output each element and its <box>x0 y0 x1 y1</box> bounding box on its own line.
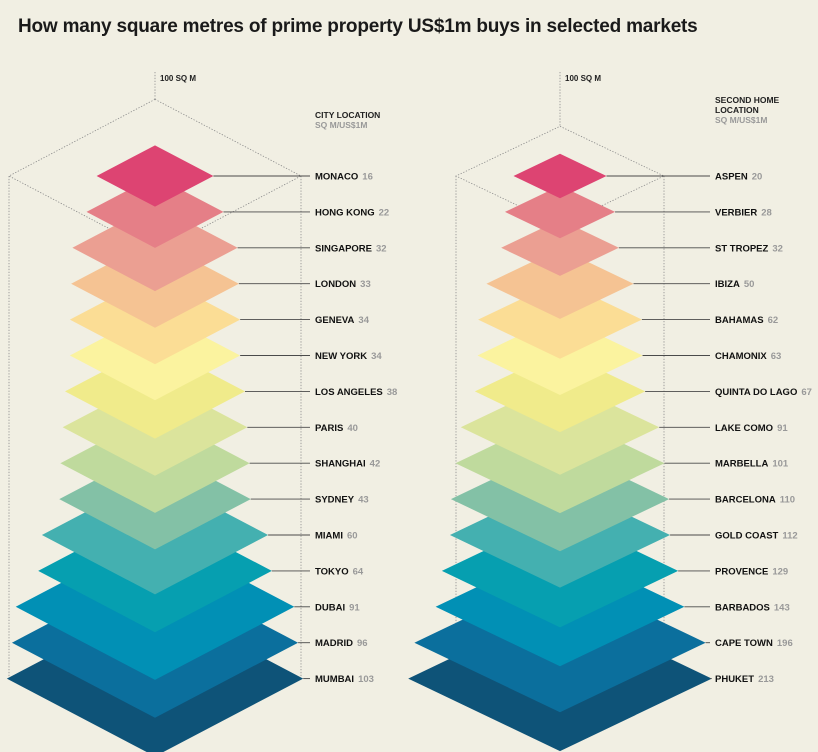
market-label: LAKE COMO 91 <box>715 423 788 434</box>
market-label: PROVENCE 129 <box>715 566 788 577</box>
market-label: NEW YORK 34 <box>315 351 382 362</box>
panel-unit: SQ M/US$1M <box>315 120 367 130</box>
market-label: HONG KONG 22 <box>315 207 389 218</box>
market-label: MUMBAI 103 <box>315 674 374 685</box>
layer-square <box>501 219 619 276</box>
panel-heading: LOCATION <box>715 105 759 115</box>
market-label: LONDON 33 <box>315 279 371 290</box>
market-label: MARBELLA 101 <box>715 459 789 470</box>
market-label: IBIZA 50 <box>715 279 754 290</box>
market-label: GOLD COAST 112 <box>715 531 798 542</box>
market-label: VERBIER 28 <box>715 207 772 218</box>
market-label: BAHAMAS 62 <box>715 315 778 326</box>
reference-label: 100 SQ M <box>565 74 601 83</box>
market-label: BARBADOS 143 <box>715 602 790 613</box>
market-label: ST TROPEZ 32 <box>715 243 783 254</box>
market-label: SINGAPORE 32 <box>315 243 387 254</box>
market-label: MIAMI 60 <box>315 531 358 542</box>
layer-square <box>86 175 224 248</box>
market-label: SYDNEY 43 <box>315 495 369 506</box>
market-label: PARIS 40 <box>315 423 358 434</box>
panel-unit: SQ M/US$1M <box>715 115 767 125</box>
panel-heading: CITY LOCATION <box>315 110 380 120</box>
market-label: SHANGHAI 42 <box>315 459 380 470</box>
market-label: MONACO 16 <box>315 172 373 183</box>
layer-square <box>486 248 634 319</box>
layer-square <box>504 185 616 239</box>
market-label: CAPE TOWN 196 <box>715 638 793 649</box>
market-label: GENEVA 34 <box>315 315 370 326</box>
market-label: BARCELONA 110 <box>715 495 795 506</box>
market-label: PHUKET 213 <box>715 674 774 685</box>
reference-label: 100 SQ M <box>160 74 196 83</box>
panel-heading: SECOND HOME <box>715 95 780 105</box>
market-label: QUINTA DO LAGO 67 <box>715 387 812 398</box>
market-label: ASPEN 20 <box>715 172 762 183</box>
market-label: DUBAI 91 <box>315 602 360 613</box>
market-label: MADRID 96 <box>315 638 368 649</box>
market-label: LOS ANGELES 38 <box>315 387 397 398</box>
market-label: TOKYO 64 <box>315 566 364 577</box>
layer-square <box>513 153 607 199</box>
layer-square <box>478 280 642 359</box>
market-label: CHAMONIX 63 <box>715 351 781 362</box>
layer-square <box>96 145 214 207</box>
chart-title: How many square metres of prime property… <box>18 16 698 37</box>
